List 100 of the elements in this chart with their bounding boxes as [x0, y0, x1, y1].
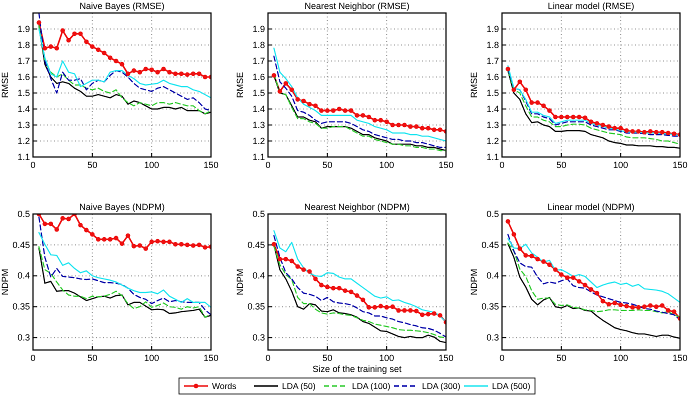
point — [167, 240, 172, 244]
point — [547, 262, 552, 267]
y-tick-label: 0.4 — [17, 270, 30, 281]
point — [600, 122, 606, 128]
point — [582, 116, 588, 120]
point — [84, 228, 89, 232]
y-tick-label: 1.1 — [486, 152, 499, 162]
point — [636, 305, 641, 310]
point — [594, 290, 600, 296]
x-tick-label: 0 — [30, 353, 36, 364]
legend-label: LDA (300) — [422, 381, 460, 391]
point — [301, 98, 306, 104]
point — [42, 222, 48, 226]
point — [319, 108, 324, 113]
point — [330, 286, 336, 290]
point — [360, 298, 366, 302]
point — [535, 100, 540, 105]
point — [179, 72, 184, 76]
point — [126, 72, 130, 76]
point — [289, 88, 294, 92]
point — [295, 97, 300, 102]
point — [90, 44, 95, 49]
point — [301, 267, 306, 272]
point — [295, 264, 300, 269]
point — [606, 302, 612, 307]
point — [78, 32, 83, 36]
y-tick-label: 1.2 — [17, 136, 30, 146]
point — [612, 126, 618, 130]
point — [384, 120, 389, 124]
y-tick-label: 1.5 — [17, 88, 30, 98]
point — [666, 308, 670, 313]
point — [149, 68, 154, 72]
x-tick-label: 100 — [144, 160, 160, 170]
point — [672, 309, 676, 314]
point — [402, 308, 407, 313]
point — [60, 216, 65, 221]
point — [272, 242, 276, 247]
y-tick-label: 0.5 — [17, 208, 30, 219]
point — [642, 304, 647, 310]
y-tick-label: 0.45 — [247, 240, 265, 250]
x-tick-label: 50 — [87, 160, 98, 170]
point — [202, 245, 208, 250]
chart-title: Nearest Neighbor (RMSE) — [304, 1, 410, 11]
point — [630, 129, 635, 134]
point — [432, 128, 436, 132]
chart-title: Naive Bayes (NDPM) — [79, 202, 165, 212]
point — [588, 120, 594, 124]
x-tick-label: 150 — [203, 353, 219, 364]
point — [48, 222, 54, 226]
point — [313, 276, 318, 282]
point — [535, 256, 540, 262]
point — [336, 106, 342, 112]
point — [570, 275, 576, 280]
point — [576, 114, 582, 120]
point — [636, 129, 641, 134]
point — [278, 256, 282, 262]
point — [506, 219, 510, 224]
point — [408, 124, 413, 129]
point — [54, 46, 60, 50]
point — [541, 259, 546, 264]
x-tick-label: 100 — [613, 160, 628, 170]
y-tick-label: 0.35 — [247, 302, 265, 312]
point — [190, 243, 196, 248]
y-tick-label: 1.5 — [486, 88, 499, 98]
point — [553, 267, 558, 272]
x-tick-label: 100 — [379, 160, 394, 170]
point — [167, 70, 172, 74]
point — [313, 104, 318, 108]
y-tick-label: 0.35 — [481, 302, 499, 312]
point — [372, 305, 378, 310]
point — [143, 66, 148, 72]
point — [149, 240, 154, 244]
y-tick-label: 1.7 — [17, 56, 30, 66]
x-tick-label: 50 — [556, 353, 566, 364]
point — [143, 246, 148, 251]
point — [654, 304, 659, 310]
point — [307, 269, 312, 274]
point — [654, 130, 659, 134]
x-tick-label: 100 — [379, 353, 394, 364]
y-tick-label: 1.4 — [252, 104, 265, 114]
chart-title: Linear model (NDPM) — [547, 202, 635, 212]
y-tick-label: 0.3 — [486, 332, 499, 343]
point — [84, 40, 89, 44]
point — [360, 113, 366, 118]
point — [102, 50, 106, 56]
x-tick-label: 150 — [438, 353, 454, 364]
x-tick-label: 0 — [265, 353, 271, 364]
point — [330, 108, 336, 113]
point — [396, 308, 401, 313]
y-tick-label: 1.2 — [486, 136, 499, 146]
point — [529, 100, 534, 105]
point — [529, 254, 534, 258]
y-axis-title: RMSE — [469, 72, 479, 98]
y-axis-title: RMSE — [235, 72, 245, 98]
y-tick-label: 1.9 — [17, 24, 30, 34]
point — [289, 258, 294, 264]
point — [553, 114, 558, 120]
point — [523, 88, 528, 92]
x-tick-label: 50 — [322, 353, 332, 364]
point — [342, 288, 348, 293]
